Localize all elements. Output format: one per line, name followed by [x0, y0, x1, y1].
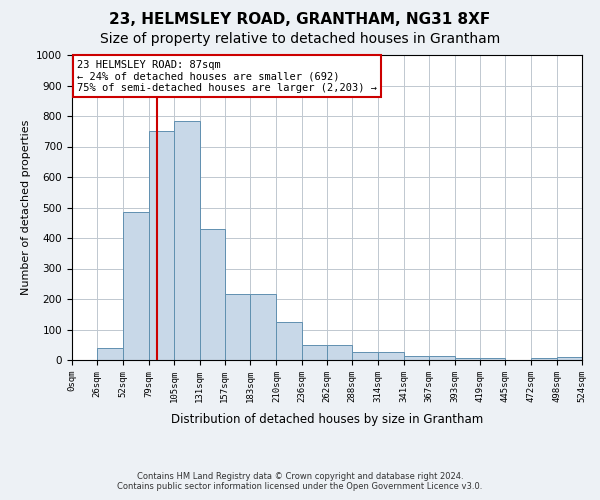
Bar	[377, 352, 404, 360]
Text: Size of property relative to detached houses in Grantham: Size of property relative to detached ho…	[100, 32, 500, 46]
Text: Contains HM Land Registry data © Crown copyright and database right 2024.
Contai: Contains HM Land Registry data © Crown c…	[118, 472, 482, 491]
Bar	[149, 131, 174, 360]
Bar	[532, 358, 557, 360]
Bar	[97, 348, 122, 360]
Bar	[455, 358, 480, 360]
Bar	[302, 345, 327, 360]
Bar	[352, 352, 377, 360]
Bar	[557, 357, 582, 360]
Text: 23, HELMSLEY ROAD, GRANTHAM, NG31 8XF: 23, HELMSLEY ROAD, GRANTHAM, NG31 8XF	[109, 12, 491, 28]
Bar	[404, 356, 429, 360]
Bar	[122, 212, 149, 360]
Bar	[480, 358, 505, 360]
Bar	[327, 345, 352, 360]
Bar	[199, 229, 225, 360]
Bar	[250, 294, 277, 360]
X-axis label: Distribution of detached houses by size in Grantham: Distribution of detached houses by size …	[171, 413, 483, 426]
Bar	[174, 120, 200, 360]
Bar	[429, 356, 455, 360]
Text: 23 HELMSLEY ROAD: 87sqm
← 24% of detached houses are smaller (692)
75% of semi-d: 23 HELMSLEY ROAD: 87sqm ← 24% of detache…	[77, 60, 377, 93]
Bar	[225, 294, 250, 360]
Bar	[277, 322, 302, 360]
Y-axis label: Number of detached properties: Number of detached properties	[20, 120, 31, 295]
